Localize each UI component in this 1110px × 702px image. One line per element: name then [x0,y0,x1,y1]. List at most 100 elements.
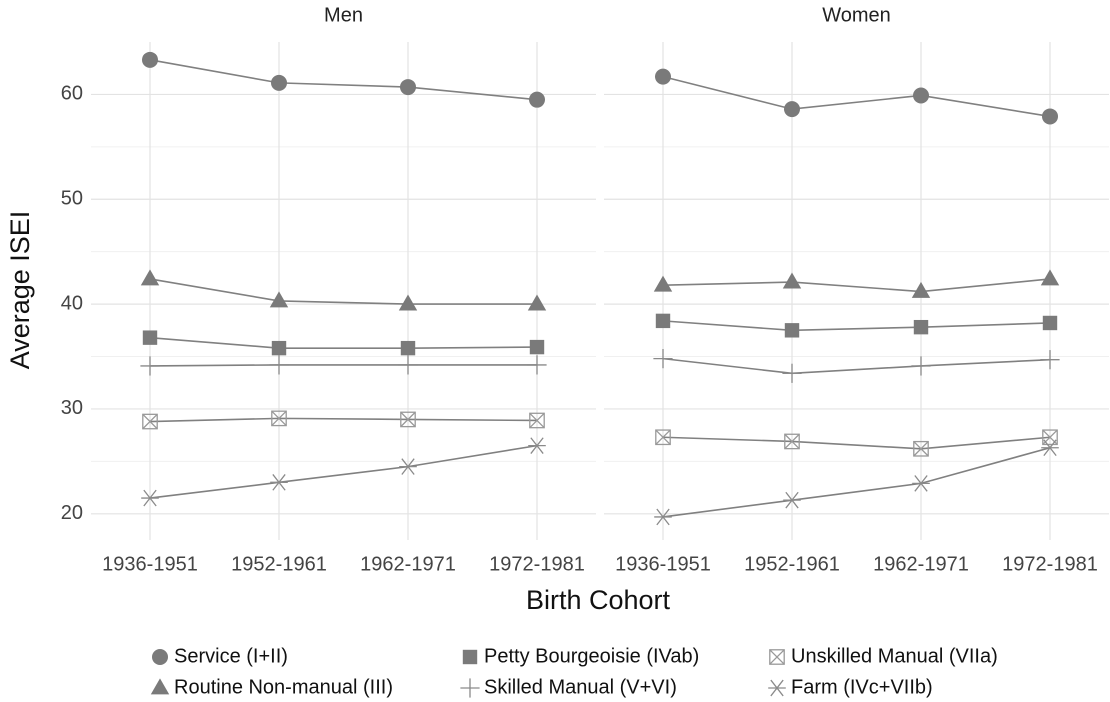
data-point [784,101,800,118]
y-tick-label: 60 [61,83,83,105]
x-tick-label: 1952-1961 [744,553,840,575]
x-tick-label: 1972-1981 [1002,553,1098,575]
x-tick-label: 1962-1971 [360,553,456,575]
legend-label: Farm (IVc+VIIb) [791,676,933,698]
data-point [529,412,545,429]
series-line [662,446,1051,518]
data-point [655,313,671,329]
marker-part [769,649,785,665]
marker-part [655,429,671,446]
y-tick-label: 40 [61,292,83,314]
data-point [400,79,416,96]
data-point [527,355,547,375]
data-point [911,356,931,376]
data-point [142,413,158,430]
data-point [655,429,671,446]
marker-part [1042,108,1058,125]
legend-label: Unskilled Manual (VIIa) [791,645,998,667]
series-line [662,75,1051,118]
marker-part [784,323,800,338]
marker-part [1042,429,1058,446]
data-point [140,356,160,376]
data-point [782,363,802,383]
data-point [784,433,800,450]
marker-part [271,410,287,427]
marker-part [400,340,416,356]
series-line [149,278,537,305]
marker-part [271,340,287,356]
marker-part [656,508,670,526]
x-tick-label: 1962-1971 [873,553,969,575]
data-point [784,323,800,338]
marker-part [655,313,671,329]
legend-label: Skilled Manual (V+VI) [484,676,677,698]
data-point [271,410,287,427]
data-point [527,294,547,311]
marker-part [400,411,416,428]
marker-part [271,410,287,427]
data-point [142,51,158,68]
marker-part [142,413,158,430]
data-point [140,269,160,286]
marker-part [142,330,158,345]
marker-part [655,68,671,85]
data-point [269,355,289,375]
y-tick-label: 30 [61,397,83,419]
data-point [653,349,673,369]
marker-part [770,679,784,697]
data-point [1042,108,1058,125]
data-point [654,508,672,526]
y-axis-title: Average ISEI [5,211,35,370]
data-point [913,440,929,457]
y-tick-label: 50 [61,188,83,210]
legend-label: Petty Bourgeoisie (IVab) [484,645,699,667]
marker-part [142,413,158,430]
x-axis-title: Birth Cohort [526,585,671,615]
legend-key [769,649,785,665]
series-line [662,278,1051,293]
marker-part [398,294,418,311]
marker-part [529,412,545,429]
marker-part [529,339,545,355]
marker-part [1040,269,1060,286]
series-line [149,364,537,367]
data-point [529,339,545,355]
data-point [911,281,931,298]
marker-part [143,489,157,507]
marker-part [653,275,673,292]
marker-part [272,474,286,491]
legend-key [460,678,480,698]
marker-part [152,649,168,665]
data-point [271,340,287,356]
data-point [398,294,418,311]
data-point [1042,315,1058,331]
data-point [529,91,545,108]
marker-part [655,429,671,445]
marker-part [785,491,799,509]
x-tick-label: 1972-1981 [489,553,585,575]
marker-part [913,319,929,335]
data-point [655,68,671,85]
series-line [662,320,1051,332]
facet-title: Women [822,4,891,26]
marker-part [1043,439,1057,457]
series-line [149,444,538,499]
x-tick-label: 1936-1951 [102,553,198,575]
marker-part [913,440,929,457]
marker-part [784,433,800,450]
marker-part [269,291,289,308]
series-line [149,336,538,349]
marker-part [401,458,415,475]
data-point [1040,269,1060,286]
data-point [528,437,546,454]
data-point [270,474,288,491]
marker-part [784,433,800,450]
legend-label: Routine Non-manual (III) [174,676,393,698]
marker-part [527,294,547,311]
marker-part [914,475,928,492]
series-line [149,59,538,101]
series-line [662,357,1051,375]
marker-part [913,87,929,104]
data-point [912,475,930,492]
series-line [662,436,1051,450]
